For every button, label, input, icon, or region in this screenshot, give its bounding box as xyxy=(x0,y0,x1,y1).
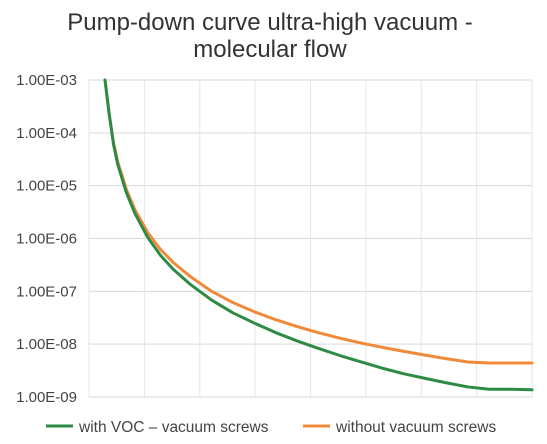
y-tick-label: 1.00E-04 xyxy=(16,125,77,142)
legend: with VOC – vacuum screws without vacuum s… xyxy=(46,419,496,436)
chart-title-line-1: Pump-down curve ultra-high vacuum - xyxy=(67,9,473,36)
grid-layer xyxy=(88,79,533,398)
series-without-vacuum-screws xyxy=(103,78,534,365)
series-line xyxy=(103,78,534,392)
y-tick-label: 1.00E-09 xyxy=(16,389,77,406)
y-tick-label: 1.00E-03 xyxy=(16,72,77,89)
y-tick-label: 1.00E-08 xyxy=(16,336,77,353)
series-layer xyxy=(103,78,534,392)
legend-label: without vacuum screws xyxy=(335,419,496,436)
legend-label: with VOC – vacuum screws xyxy=(78,419,269,436)
y-tick-label: 1.00E-06 xyxy=(16,231,77,248)
y-axis-ticks: 1.00E-03 1.00E-04 1.00E-05 1.00E-06 1.00E-07… xyxy=(16,72,77,406)
chart-title-line-2: molecular flow xyxy=(193,36,347,63)
series-line xyxy=(103,78,534,365)
y-tick-label: 1.00E-07 xyxy=(16,283,77,300)
y-tick-label: 1.00E-05 xyxy=(16,178,77,195)
series-with-voc-vacuum-screws xyxy=(103,78,534,392)
